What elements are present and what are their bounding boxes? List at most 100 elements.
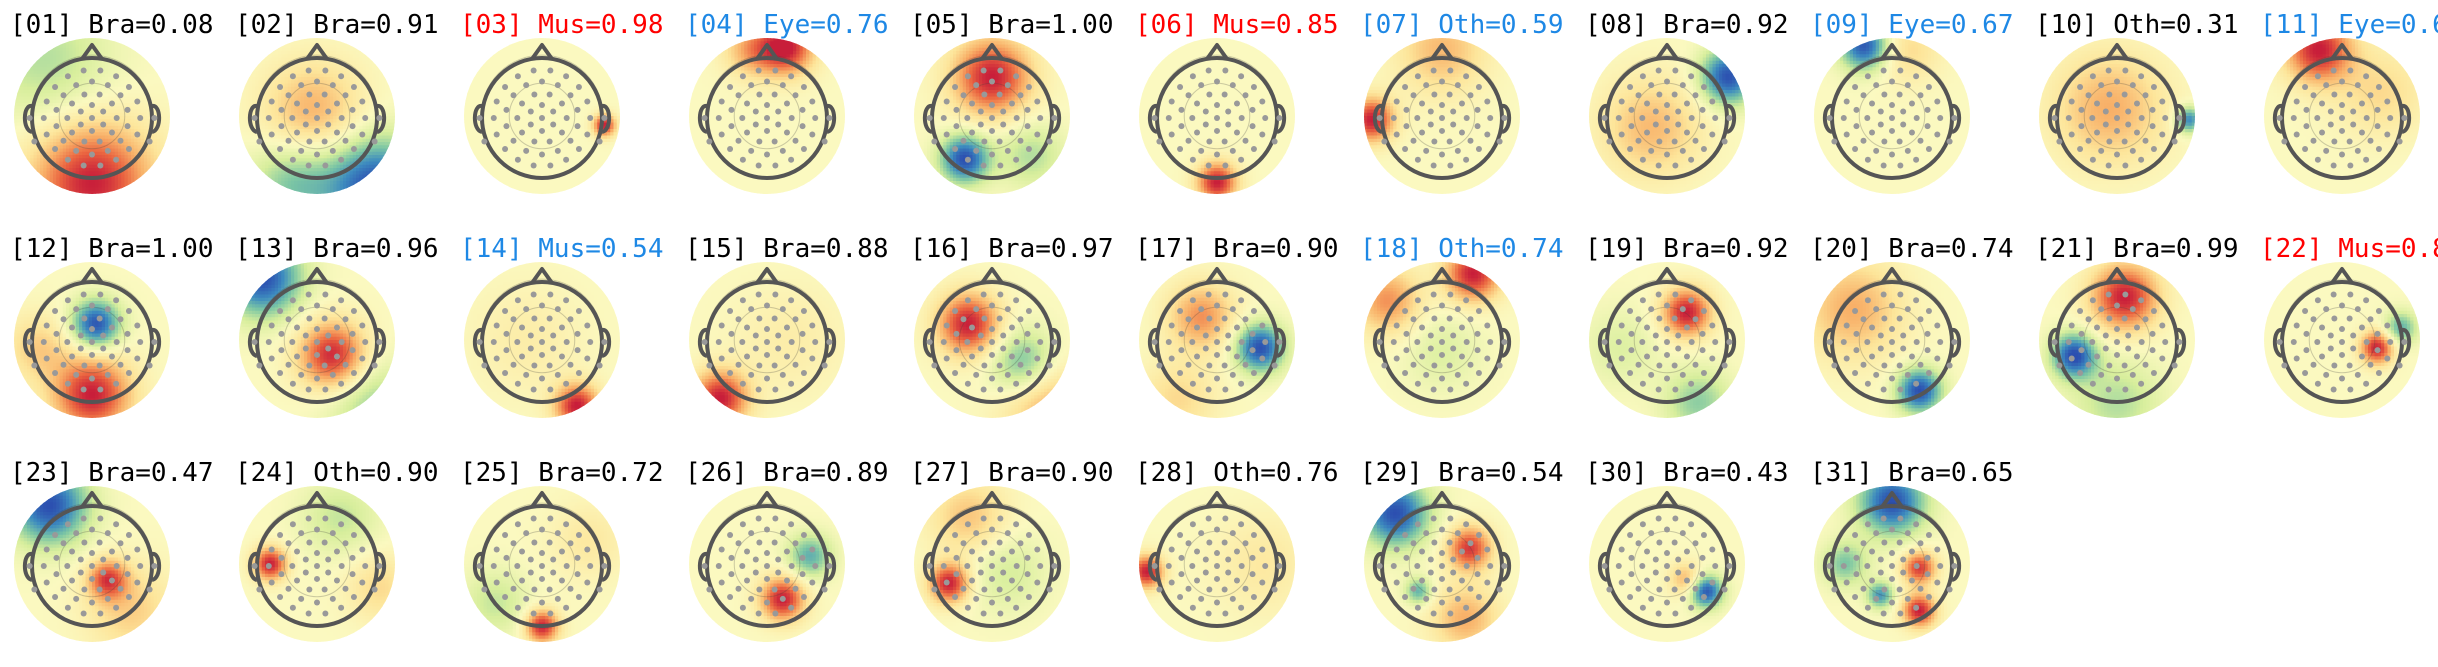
electrode-dot bbox=[64, 563, 70, 569]
electrode-dot bbox=[1905, 372, 1911, 378]
electrode-dot bbox=[1664, 102, 1670, 108]
electrode-dot bbox=[1476, 146, 1482, 152]
electrode-dot bbox=[1664, 326, 1670, 332]
electrode-dot bbox=[1648, 596, 1654, 602]
electrode-dot bbox=[1463, 157, 1469, 163]
electrode-dot bbox=[2359, 130, 2365, 136]
electrode-dot bbox=[1688, 521, 1694, 527]
electrode-dot bbox=[322, 292, 328, 298]
electrode-dot bbox=[1881, 162, 1887, 168]
electrode-dot bbox=[2323, 306, 2329, 312]
electrode-dot bbox=[1009, 354, 1015, 360]
electrode-dot bbox=[1627, 594, 1633, 600]
topomap-panel: [14] Mus=0.54 bbox=[460, 234, 664, 419]
electrode-dot bbox=[372, 587, 378, 593]
electrode-dot bbox=[944, 99, 950, 105]
electrode-dot bbox=[772, 610, 778, 616]
electrode-dot bbox=[1852, 84, 1858, 90]
electrode-dot bbox=[2089, 115, 2095, 121]
component-label: [18] Oth=0.74 bbox=[1360, 234, 1564, 264]
electrode-dot bbox=[555, 148, 561, 154]
electrode-dot bbox=[322, 68, 328, 74]
electrode-dot bbox=[1047, 587, 1053, 593]
electrode-dot bbox=[1447, 516, 1453, 522]
electrode-dot bbox=[1672, 586, 1678, 592]
electrode-dot bbox=[27, 563, 33, 569]
electrode-dot bbox=[528, 345, 534, 351]
electrode-dot bbox=[1238, 521, 1244, 527]
electrode-dot bbox=[53, 571, 59, 577]
electrode-dot bbox=[113, 381, 119, 387]
electrode-dot bbox=[1431, 162, 1437, 168]
electrode-dot bbox=[41, 115, 47, 121]
electrode-dot bbox=[1900, 557, 1906, 563]
electrode-dot bbox=[1194, 130, 1200, 136]
electrode-dot bbox=[73, 596, 79, 602]
electrode-dot bbox=[511, 316, 517, 322]
electrode-dot bbox=[1873, 306, 1879, 312]
electrode-dot bbox=[81, 138, 87, 144]
electrode-dot bbox=[2089, 339, 2095, 345]
electrode-dot bbox=[78, 557, 84, 563]
electrode-dot bbox=[53, 107, 59, 113]
electrode-dot bbox=[2277, 115, 2283, 121]
electrode-dot bbox=[2291, 115, 2297, 121]
electrode-dot bbox=[1222, 386, 1228, 392]
electrode-dot bbox=[547, 162, 553, 168]
electrode-dot bbox=[97, 92, 103, 98]
electrode-dot bbox=[511, 586, 517, 592]
electrode-dot bbox=[147, 363, 153, 369]
electrode-dot bbox=[269, 131, 275, 137]
electrode-dot bbox=[576, 84, 582, 90]
electrode-dot bbox=[515, 521, 521, 527]
electrode-dot bbox=[1447, 68, 1453, 74]
electrode-dot bbox=[2106, 68, 2112, 74]
electrode-dot bbox=[314, 576, 320, 582]
electrode-dot bbox=[1051, 563, 1057, 569]
electrode-dot bbox=[1206, 92, 1212, 98]
electrode-dot bbox=[1947, 363, 1953, 369]
electrode-dot bbox=[1712, 563, 1718, 569]
electrode-dot bbox=[1403, 571, 1409, 577]
electrode-dot bbox=[539, 563, 545, 569]
electrode-dot bbox=[740, 381, 746, 387]
electrode-dot bbox=[1431, 540, 1437, 546]
electrode-dot bbox=[511, 138, 517, 144]
electrode-dot bbox=[330, 306, 336, 312]
electrode-dot bbox=[547, 610, 553, 616]
electrode-dot bbox=[2363, 157, 2369, 163]
electrode-dot bbox=[555, 372, 561, 378]
electrode-dot bbox=[325, 345, 331, 351]
electrode-dot bbox=[2339, 79, 2345, 85]
electrode-dot bbox=[1853, 555, 1859, 561]
electrode-dot bbox=[1889, 563, 1895, 569]
electrode-dot bbox=[2086, 138, 2092, 144]
electrode-dot bbox=[503, 123, 509, 129]
electrode-dot bbox=[1178, 123, 1184, 129]
electrode-dot bbox=[753, 345, 759, 351]
electrode-dot bbox=[125, 347, 131, 353]
electrode-dot bbox=[1014, 563, 1020, 569]
electrode-dot bbox=[780, 82, 786, 88]
electrode-dot bbox=[325, 333, 331, 339]
electrode-dot bbox=[2122, 68, 2128, 74]
electrode-dot bbox=[2331, 68, 2337, 74]
electrode-dot bbox=[1905, 82, 1911, 88]
electrode-dot bbox=[1178, 571, 1184, 577]
electrode-dot bbox=[2114, 352, 2120, 358]
component-label: [24] Oth=0.90 bbox=[235, 458, 439, 488]
electrode-dot bbox=[764, 352, 770, 358]
electrode-dot bbox=[78, 109, 84, 115]
electrode-dot bbox=[941, 339, 947, 345]
electrode-dot bbox=[1475, 555, 1481, 561]
electrode-dot bbox=[772, 92, 778, 98]
electrode-dot bbox=[1889, 79, 1895, 85]
electrode-dot bbox=[1198, 148, 1204, 154]
electrode-dot bbox=[1459, 324, 1465, 330]
electrode-dot bbox=[2122, 138, 2128, 144]
electrode-dot bbox=[334, 578, 340, 584]
electrode-dot bbox=[2103, 333, 2109, 339]
electrode-dot bbox=[1700, 571, 1706, 577]
electrode-dot bbox=[359, 323, 365, 329]
electrode-dot bbox=[314, 151, 320, 157]
